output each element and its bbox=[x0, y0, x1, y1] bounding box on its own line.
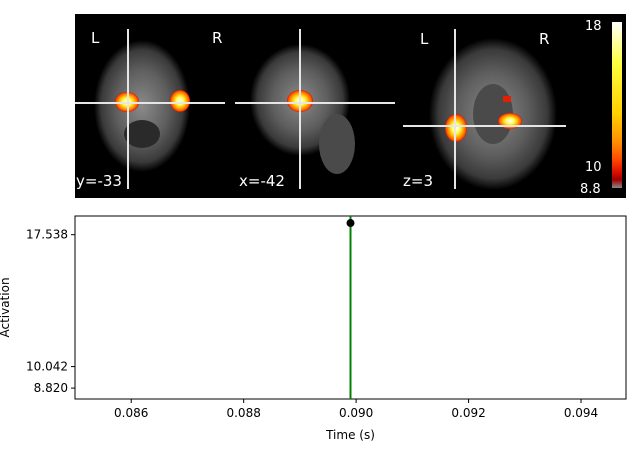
y-tick-label: 10.042 bbox=[26, 360, 68, 374]
axial-left-label: L bbox=[420, 30, 429, 48]
coronal-left-label: L bbox=[91, 29, 100, 47]
x-axis-title: Time (s) bbox=[325, 428, 375, 442]
x-tick-label: 0.086 bbox=[114, 406, 148, 420]
coronal-coord-label: y=-33 bbox=[76, 172, 122, 190]
axial-cut: L R z=3 bbox=[403, 29, 566, 190]
x-tick-label: 0.092 bbox=[451, 406, 485, 420]
time-series-chart[interactable]: 0.086 0.088 0.090 0.092 0.094 8.820 10.042 17.5… bbox=[0, 205, 640, 455]
y-tick-label: 8.820 bbox=[34, 381, 68, 395]
coronal-brain-slice bbox=[94, 40, 190, 172]
axial-activation-small bbox=[503, 96, 511, 102]
colorbar-top-label: 18 bbox=[585, 19, 602, 34]
coronal-activation-right bbox=[170, 90, 190, 112]
colorbar-mid-label: 10 bbox=[585, 160, 602, 175]
x-tick-label: 0.088 bbox=[226, 406, 260, 420]
coronal-right-label: R bbox=[212, 29, 222, 47]
y-axis-title: Activation bbox=[0, 277, 12, 337]
y-tick-label: 17.538 bbox=[26, 228, 68, 242]
x-tick-label: 0.090 bbox=[339, 406, 373, 420]
colorbar: 18 10 8.8 bbox=[580, 19, 622, 197]
x-tick-label: 0.094 bbox=[564, 406, 598, 420]
sagittal-cut: x=-42 bbox=[235, 29, 395, 190]
coronal-cut: L R y=-33 bbox=[75, 29, 225, 190]
colorbar-gradient bbox=[612, 22, 622, 188]
data-point bbox=[346, 219, 355, 228]
sagittal-coord-label: x=-42 bbox=[239, 172, 285, 190]
axial-coord-label: z=3 bbox=[403, 172, 433, 190]
brain-cuts-svg[interactable]: L R y=-33 x=-42 L R z=3 bbox=[75, 14, 626, 198]
colorbar-bottom-label: 8.8 bbox=[580, 182, 601, 197]
axial-right-label: R bbox=[539, 30, 549, 48]
brain-glass-view[interactable]: L R y=-33 x=-42 L R z=3 bbox=[75, 14, 626, 198]
